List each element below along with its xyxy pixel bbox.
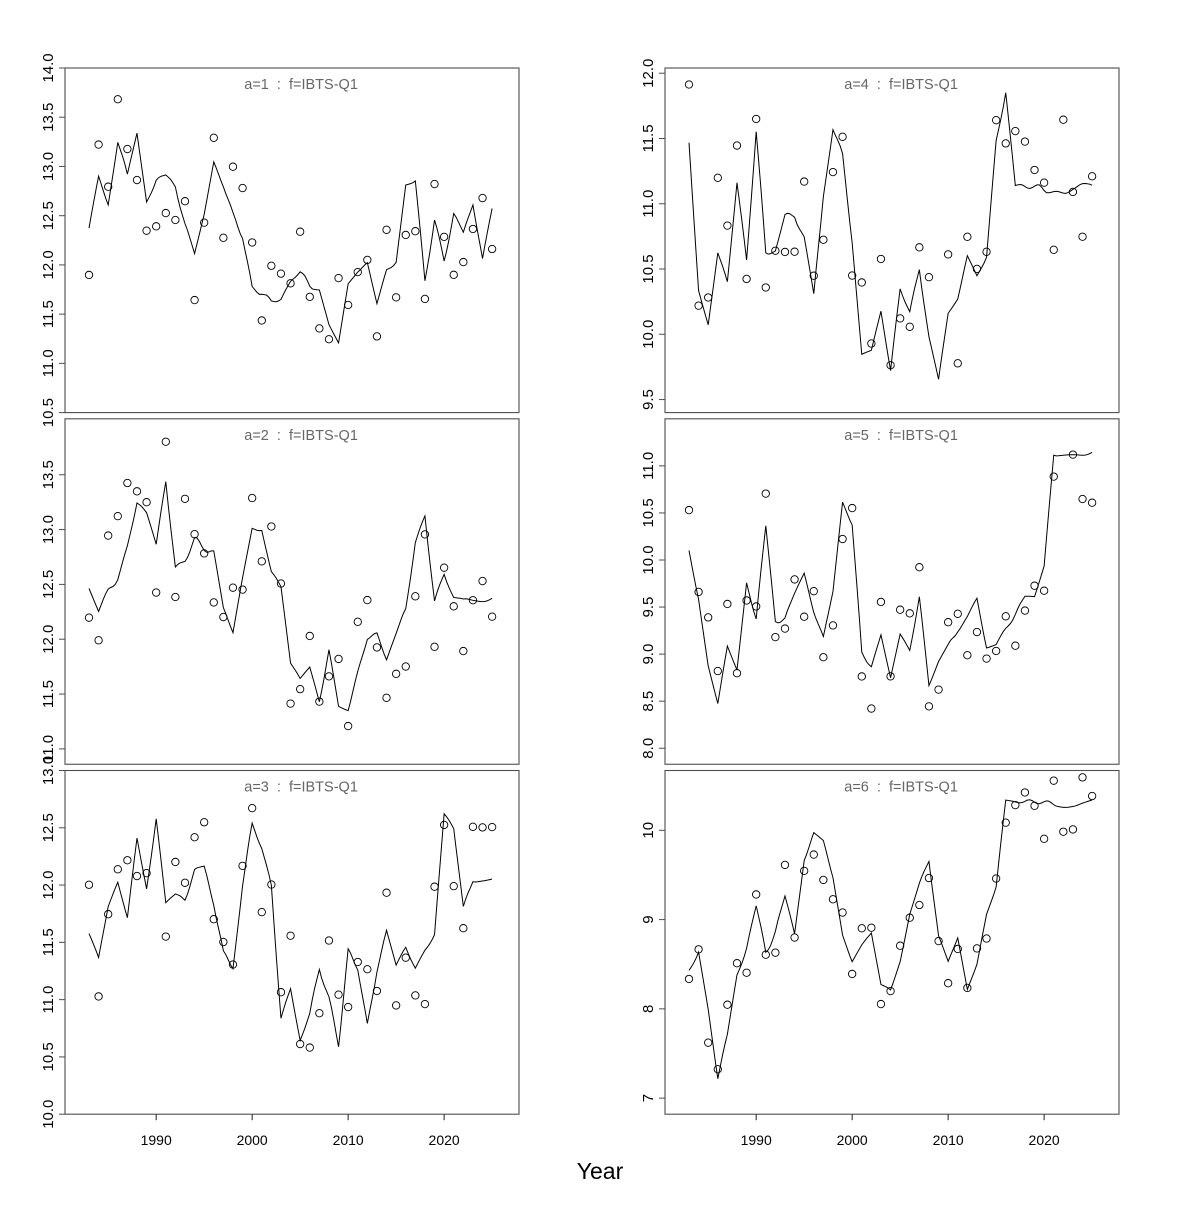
svg-text:10.5: 10.5 <box>640 254 657 283</box>
svg-text:10.5: 10.5 <box>40 1042 57 1071</box>
svg-text:10.5: 10.5 <box>640 498 657 527</box>
svg-text:a=6 : f=IBTS-Q1: a=6 : f=IBTS-Q1 <box>844 780 958 796</box>
svg-text:a=3 : f=IBTS-Q1: a=3 : f=IBTS-Q1 <box>244 780 358 796</box>
svg-text:2000: 2000 <box>237 1132 268 1148</box>
svg-text:12.0: 12.0 <box>40 625 57 654</box>
svg-text:9: 9 <box>640 915 657 923</box>
svg-text:2000: 2000 <box>837 1132 868 1148</box>
svg-text:12.5: 12.5 <box>40 813 57 842</box>
svg-text:1990: 1990 <box>741 1132 772 1148</box>
svg-text:a=2 : f=IBTS-Q1: a=2 : f=IBTS-Q1 <box>244 428 358 444</box>
svg-text:11.5: 11.5 <box>40 300 57 328</box>
svg-text:7: 7 <box>640 1094 657 1102</box>
svg-text:1990: 1990 <box>141 1132 172 1148</box>
svg-text:13.0: 13.0 <box>40 515 57 544</box>
svg-text:13.0: 13.0 <box>40 152 57 181</box>
svg-text:12.0: 12.0 <box>40 250 57 279</box>
svg-text:8: 8 <box>640 1005 657 1013</box>
svg-text:11.5: 11.5 <box>640 124 657 152</box>
svg-text:10.0: 10.0 <box>640 545 657 574</box>
svg-text:2020: 2020 <box>1029 1132 1060 1148</box>
svg-text:9.0: 9.0 <box>640 644 657 665</box>
svg-text:2010: 2010 <box>933 1132 964 1148</box>
svg-text:12.0: 12.0 <box>640 59 657 88</box>
svg-text:13.0: 13.0 <box>40 756 57 785</box>
svg-text:a=4 : f=IBTS-Q1: a=4 : f=IBTS-Q1 <box>844 77 958 93</box>
svg-text:8.5: 8.5 <box>640 691 657 712</box>
svg-text:11.0: 11.0 <box>40 986 57 1014</box>
svg-text:11.5: 11.5 <box>40 928 57 956</box>
svg-text:2020: 2020 <box>429 1132 460 1148</box>
svg-text:11.5: 11.5 <box>40 680 57 708</box>
svg-text:10: 10 <box>640 822 657 839</box>
svg-text:10.0: 10.0 <box>40 1100 57 1129</box>
svg-text:a=5 : f=IBTS-Q1: a=5 : f=IBTS-Q1 <box>844 428 958 444</box>
svg-text:12.5: 12.5 <box>40 570 57 599</box>
svg-text:12.5: 12.5 <box>40 201 57 230</box>
svg-text:13.5: 13.5 <box>40 103 57 132</box>
svg-text:11.0: 11.0 <box>640 190 657 218</box>
svg-text:9.5: 9.5 <box>640 389 657 410</box>
svg-text:2010: 2010 <box>333 1132 364 1148</box>
svg-text:11.0: 11.0 <box>640 452 657 480</box>
svg-text:10.5: 10.5 <box>40 398 57 427</box>
svg-text:a=1 : f=IBTS-Q1: a=1 : f=IBTS-Q1 <box>244 77 358 93</box>
svg-text:12.0: 12.0 <box>40 870 57 899</box>
svg-text:Year: Year <box>577 1158 624 1184</box>
svg-text:8.0: 8.0 <box>640 738 657 759</box>
svg-text:10.0: 10.0 <box>640 320 657 349</box>
svg-text:9.5: 9.5 <box>640 597 657 618</box>
svg-text:13.5: 13.5 <box>40 460 57 489</box>
svg-text:14.0: 14.0 <box>40 53 57 82</box>
svg-text:11.0: 11.0 <box>40 349 57 377</box>
